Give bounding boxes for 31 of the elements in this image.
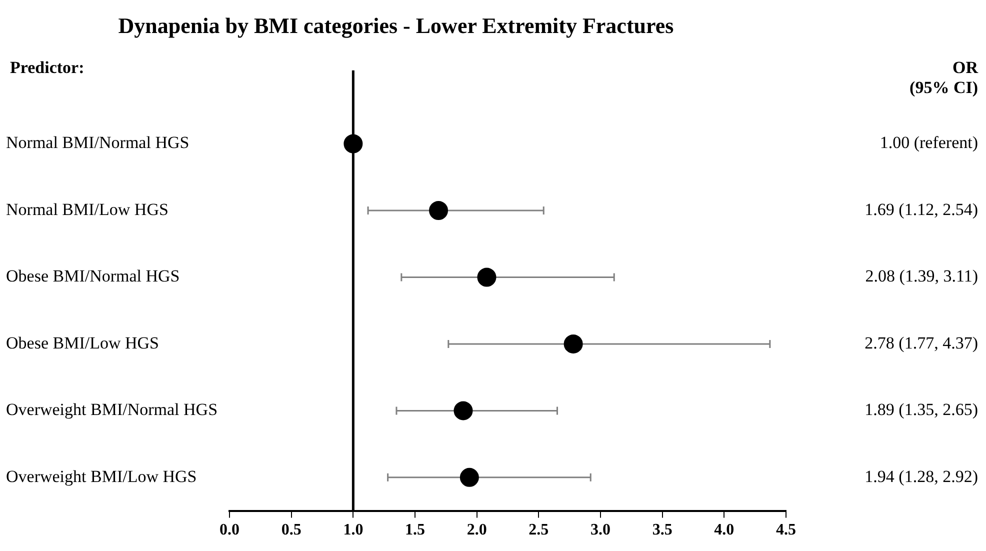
- y-tick-label: Normal BMI/Normal HGS: [6, 133, 190, 152]
- x-tick-label: 1.5: [405, 522, 426, 539]
- x-tick-label: 2.0: [466, 522, 487, 539]
- x-tick-label: 4.0: [714, 522, 734, 539]
- chart-title: Dynapenia by BMI categories - Lower Extremity Fractures: [118, 12, 674, 38]
- point: [454, 401, 473, 420]
- point: [344, 134, 363, 154]
- data-label: 2.78 (1.77, 4.37): [864, 333, 978, 352]
- y-tick-label: Overweight BMI/Low HGS: [6, 466, 197, 486]
- y-tick-label: Obese BMI/Low HGS: [6, 333, 159, 352]
- data-label: 1.00 (referent): [880, 133, 978, 152]
- x-tick-label: 4.5: [776, 522, 796, 539]
- x-tick-label: 1.0: [343, 522, 364, 539]
- data-label: 1.69 (1.12, 2.54): [864, 200, 978, 219]
- text: OR (95% CI): [910, 58, 979, 97]
- text: Predictor:: [10, 58, 84, 77]
- point: [477, 268, 496, 287]
- y-tick-label: Overweight BMI/Normal HGS: [6, 400, 218, 420]
- x-tick-label: 3.5: [652, 522, 672, 539]
- y-tick-label: Obese BMI/Normal HGS: [6, 266, 180, 286]
- point: [564, 334, 583, 354]
- x-tick-label: 0.5: [281, 522, 302, 539]
- point: [460, 468, 479, 487]
- data-label: 2.08 (1.39, 3.11): [865, 266, 978, 286]
- data-label: 1.89 (1.35, 2.65): [864, 400, 978, 420]
- x-tick-label: 0.0: [220, 522, 240, 539]
- x-tick-label: 2.5: [528, 522, 549, 539]
- data-label: 1.94 (1.28, 2.92): [864, 466, 978, 486]
- point: [429, 201, 448, 220]
- y-tick-label: Normal BMI/Low HGS: [6, 200, 168, 219]
- x-tick-label: 3.0: [590, 522, 611, 539]
